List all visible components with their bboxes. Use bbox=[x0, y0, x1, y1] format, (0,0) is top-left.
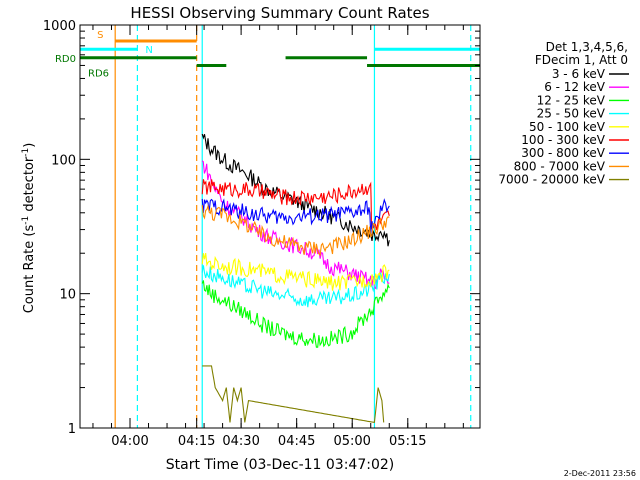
series-line-3 bbox=[201, 265, 390, 308]
series-line-8 bbox=[202, 365, 385, 424]
legend-header-detectors: Det 1,3,4,5,6, bbox=[546, 40, 628, 54]
y-tick-label: 1000 bbox=[43, 19, 76, 34]
x-tick-label: 04:00 bbox=[111, 434, 148, 449]
plot-area: S N RD0 RD6 bbox=[55, 25, 480, 428]
x-tick-label: 05:00 bbox=[333, 434, 370, 449]
x-tick-label: 04:45 bbox=[278, 434, 315, 449]
y-tick-label: 100 bbox=[51, 153, 76, 168]
y-tick-label: 10 bbox=[59, 288, 76, 303]
x-tick-label: 05:15 bbox=[389, 434, 426, 449]
legend-label-5: 100 - 300 keV bbox=[521, 133, 605, 147]
legend-header-decimation: FDecim 1, Att 0 bbox=[535, 53, 628, 67]
x-tick-label: 04:30 bbox=[222, 434, 259, 449]
y-tick-label: 1 bbox=[68, 422, 76, 437]
axes: 1 10 100 1000 04:00 04:15 04:30 04:45 05:00 05:15 bbox=[43, 19, 481, 449]
legend-label-4: 50 - 100 keV bbox=[529, 120, 606, 134]
legend-label-2: 12 - 25 keV bbox=[537, 93, 606, 107]
series-line-4 bbox=[201, 252, 390, 291]
plot-frame bbox=[79, 24, 481, 429]
y-axis-label-sup2: -1 bbox=[21, 148, 31, 157]
legend-label-3: 25 - 50 keV bbox=[537, 107, 606, 121]
y-axis-label-end: ) bbox=[22, 143, 37, 148]
series-line-7 bbox=[201, 203, 390, 257]
date-stamp: 2-Dec-2011 23:56 bbox=[564, 469, 636, 478]
x-axis-label: Start Time (03-Dec-11 03:47:02) bbox=[166, 457, 394, 473]
status-label-s: S bbox=[97, 30, 103, 41]
status-label-n: N bbox=[145, 45, 152, 56]
chart-title: HESSI Observing Summary Count Rates bbox=[130, 4, 429, 22]
status-label-rd6: RD6 bbox=[88, 68, 109, 79]
y-axis-label: Count Rate (s-1 detector-1) bbox=[21, 143, 37, 314]
x-tick-label: 04:15 bbox=[178, 434, 215, 449]
y-axis-label-sup1: -1 bbox=[21, 216, 31, 225]
y-axis-label-main: Count Rate (s bbox=[22, 225, 37, 314]
series-line-2 bbox=[201, 280, 390, 348]
legend-label-0: 3 - 6 keV bbox=[552, 67, 606, 81]
legend-label-6: 300 - 800 keV bbox=[521, 146, 605, 160]
y-axis-label-mid: detector bbox=[22, 156, 37, 216]
legend-label-1: 6 - 12 keV bbox=[544, 80, 606, 94]
series-line-6 bbox=[201, 198, 390, 234]
legend-label-8: 7000 - 20000 keV bbox=[498, 173, 605, 187]
legend: Det 1,3,4,5,6, FDecim 1, Att 0 3 - 6 keV… bbox=[498, 40, 629, 187]
series-line-1 bbox=[201, 160, 390, 290]
legend-label-7: 800 - 7000 keV bbox=[514, 159, 606, 173]
status-label-rd0: RD0 bbox=[55, 54, 76, 65]
series-line-5 bbox=[201, 179, 390, 231]
